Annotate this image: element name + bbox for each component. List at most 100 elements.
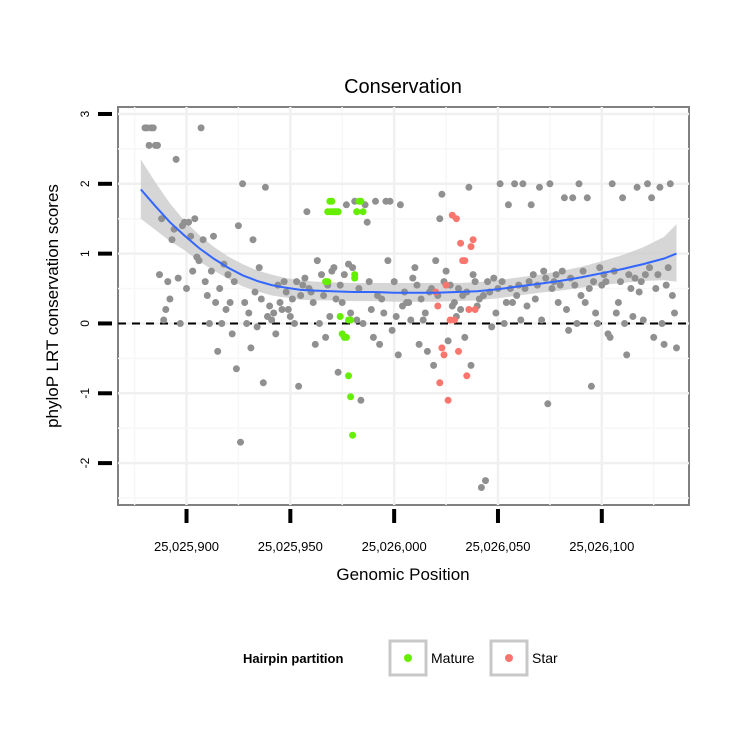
x-tick-label: 25,025,950	[258, 539, 323, 554]
data-point-other	[529, 271, 537, 279]
x-axis-label: Genomic Position	[336, 565, 469, 584]
data-point-other	[581, 299, 589, 306]
data-point-other	[330, 264, 338, 272]
data-point-star	[434, 302, 442, 310]
data-point-other	[544, 400, 552, 408]
legend-title: Hairpin partition	[243, 651, 343, 666]
data-point-other	[394, 351, 402, 359]
data-point-other	[538, 316, 546, 324]
data-point-other	[577, 292, 585, 299]
data-point-star	[469, 236, 477, 244]
data-point-other	[224, 271, 232, 279]
data-point-other	[523, 302, 531, 310]
data-point-other	[318, 271, 325, 279]
data-point-other	[272, 330, 280, 338]
data-point-other	[465, 183, 473, 191]
legend-key-star	[489, 639, 529, 677]
data-point-other	[413, 281, 421, 289]
data-point-star	[452, 215, 460, 223]
data-point-other	[261, 183, 269, 191]
data-point-other	[349, 264, 357, 272]
data-point-other	[257, 295, 265, 303]
data-point-other	[644, 180, 651, 188]
data-point-other	[347, 309, 355, 317]
data-point-other	[627, 285, 635, 292]
data-point-other	[390, 278, 398, 286]
data-point-other	[322, 333, 330, 341]
data-point-other	[527, 201, 535, 209]
data-point-other	[187, 232, 195, 240]
data-point-other	[556, 281, 564, 289]
data-point-other	[592, 309, 600, 317]
data-point-other	[511, 180, 519, 188]
data-point-other	[288, 295, 296, 303]
data-point-other	[313, 257, 321, 265]
data-point-other	[176, 320, 184, 327]
data-point-other	[575, 180, 583, 188]
data-point-other	[579, 267, 587, 275]
data-point-other	[432, 257, 440, 265]
data-point-other	[639, 316, 647, 324]
data-point-other	[664, 264, 672, 272]
data-point-other	[583, 194, 591, 202]
data-point-other	[612, 309, 620, 317]
data-point-other	[552, 271, 560, 279]
data-point-other	[540, 267, 548, 275]
y-tick-label: 2	[78, 180, 92, 187]
data-point-other	[587, 382, 595, 390]
data-point-other	[149, 124, 157, 132]
data-point-other	[270, 309, 278, 317]
data-point-other	[504, 201, 512, 209]
data-point-star	[450, 316, 458, 324]
data-point-other	[594, 320, 602, 327]
data-point-other	[635, 288, 643, 296]
axes: 25,025,900 25,025,950 25,026,000 25,026,050…	[78, 110, 634, 554]
data-point-other	[502, 299, 510, 306]
data-point-other	[154, 141, 161, 149]
data-point-other	[363, 218, 371, 226]
data-point-other	[353, 316, 361, 324]
data-point-other	[641, 271, 649, 279]
data-point-other	[201, 278, 209, 286]
data-point-star	[457, 239, 465, 247]
data-point-other	[293, 278, 301, 286]
data-point-other	[357, 396, 365, 404]
data-point-other	[365, 278, 373, 286]
data-point-other	[174, 274, 182, 282]
data-point-other	[411, 264, 419, 272]
data-point-other	[378, 295, 386, 303]
data-point-other	[384, 257, 392, 265]
data-point-other	[652, 285, 660, 292]
y-tick-label: 3	[78, 110, 92, 117]
data-point-star	[455, 347, 462, 355]
data-point-other	[509, 299, 516, 306]
data-point-other	[191, 215, 199, 223]
data-point-star	[467, 243, 475, 251]
data-point-other	[625, 271, 633, 279]
data-point-other	[419, 316, 427, 324]
data-point-other	[623, 351, 631, 359]
data-point-other	[280, 278, 288, 286]
data-point-mature	[345, 372, 352, 380]
data-point-other	[185, 218, 193, 226]
data-point-other	[421, 309, 429, 317]
data-point-other	[536, 183, 543, 191]
data-point-other	[444, 337, 452, 345]
grid-lines	[118, 107, 689, 505]
data-point-other	[158, 215, 166, 223]
data-point-other	[334, 368, 342, 376]
data-point-other	[654, 271, 662, 279]
data-point-other	[631, 274, 639, 282]
data-point-other	[199, 236, 207, 244]
data-point-other	[405, 299, 413, 306]
x-tick-label: 25,026,100	[569, 539, 634, 554]
data-point-other	[342, 201, 350, 209]
data-point-other	[671, 309, 678, 317]
data-point-other	[438, 190, 446, 198]
data-point-other	[359, 320, 367, 327]
data-point-other	[241, 299, 249, 306]
data-point-other	[301, 274, 309, 282]
data-point-star	[463, 372, 471, 380]
data-point-other	[145, 141, 153, 149]
